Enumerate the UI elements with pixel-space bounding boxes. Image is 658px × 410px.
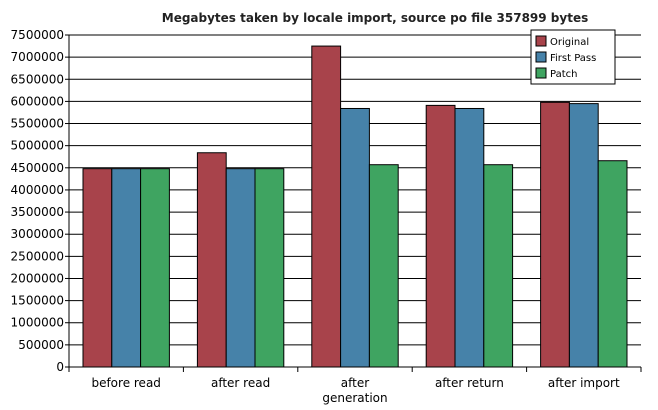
y-tick-label: 6000000 [11, 94, 64, 108]
x-tick-label: before read [91, 376, 160, 390]
bar-first-pass [568, 103, 599, 368]
y-tick-label: 7500000 [11, 28, 64, 42]
bar-original [311, 45, 342, 368]
x-tick-label: after read [211, 376, 270, 390]
legend-swatch [535, 35, 547, 47]
x-tick-label: after generation [322, 376, 387, 405]
y-tick-label: 3000000 [11, 227, 64, 241]
bar-original [196, 152, 227, 368]
y-tick-label: 7000000 [11, 50, 64, 64]
y-tick-label: 6500000 [11, 72, 64, 86]
y-tick-label: 2000000 [11, 271, 64, 285]
y-tick-label: 2500000 [11, 249, 64, 263]
x-axis-ticks: before read after read after generation afte… [91, 376, 620, 405]
y-tick-label: 5000000 [11, 139, 64, 153]
legend-label: Original [550, 37, 589, 48]
bar-patch [597, 160, 628, 368]
y-tick-label: 4500000 [11, 161, 64, 175]
legend-swatch [535, 67, 547, 79]
bar-patch [483, 164, 514, 368]
y-tick-label: 1000000 [11, 316, 64, 330]
legend: Original First Pass Patch [530, 29, 616, 85]
y-tick-label: 1500000 [11, 294, 64, 308]
bar-patch [368, 164, 399, 368]
bar-first-pass [111, 168, 142, 368]
x-tick-label: after return [435, 376, 504, 390]
bar-original [540, 101, 570, 368]
y-tick-label: 4000000 [11, 183, 64, 197]
y-axis-ticks: 0 500000 1000000 1500000 2000000 2500000 30000… [11, 28, 69, 374]
bars [82, 45, 628, 368]
bar-original [425, 104, 456, 368]
legend-label: Patch [550, 69, 577, 80]
chart-title: Megabytes taken by locale import, source… [162, 11, 588, 25]
axes [68, 35, 642, 372]
y-tick-label: 5500000 [11, 117, 64, 131]
bar-first-pass [225, 168, 256, 368]
y-tick-label: 500000 [18, 338, 64, 352]
bar-patch [254, 168, 285, 368]
bar-first-pass [454, 107, 485, 368]
y-tick-label: 3500000 [11, 205, 64, 219]
bar-original [82, 168, 113, 368]
y-tick-label: 0 [56, 360, 64, 374]
bar-patch [140, 168, 170, 368]
x-tick-label: after import [548, 376, 620, 390]
legend-label: First Pass [550, 53, 596, 64]
bar-first-pass [340, 107, 370, 368]
legend-swatch [535, 51, 547, 63]
